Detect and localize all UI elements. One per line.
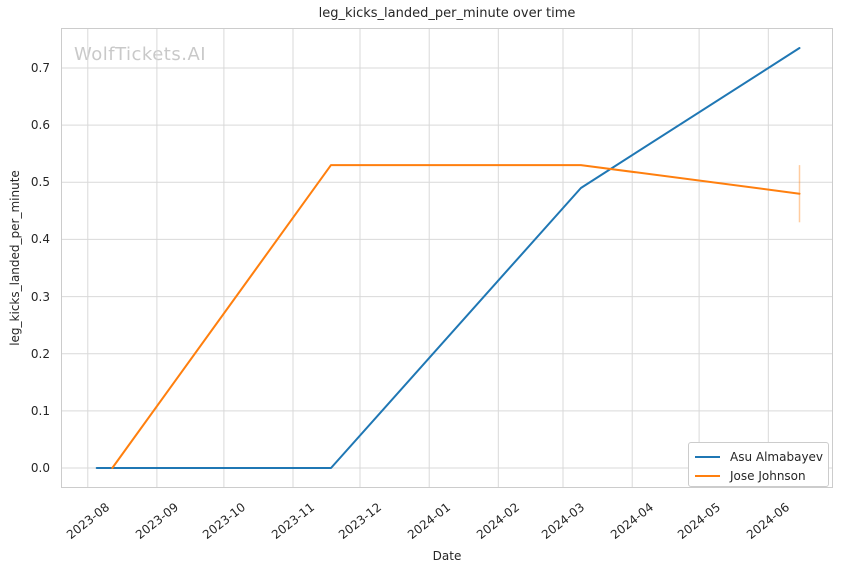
x-axis-label: Date	[432, 549, 462, 563]
legend-item-asu-almabayev: Asu Almabayev	[695, 447, 828, 466]
legend-label-jose-johnson: Jose Johnson	[730, 468, 806, 483]
y-tick-label: 0.7	[30, 61, 50, 75]
y-tick-label: 0.6	[30, 118, 50, 133]
y-tick-label: 0.3	[30, 289, 50, 304]
y-tick-label: 0.4	[30, 232, 50, 247]
legend-line-swatch-blue	[695, 455, 720, 458]
watermark: WolfTickets.AI	[74, 44, 207, 65]
y-tick-label: 0.2	[30, 346, 50, 361]
chart-title: leg_kicks_landed_per_minute over time	[318, 6, 576, 21]
legend-item-jose-johnson: Jose Johnson	[695, 466, 828, 485]
y-tick-label: 0.1	[30, 403, 50, 418]
legend-line-swatch-orange	[695, 474, 720, 477]
legend: Asu Almabayev Jose Johnson	[688, 442, 829, 487]
y-tick-label: 0.5	[30, 175, 50, 190]
legend-label-asu-almabayev: Asu Almabayev	[730, 449, 824, 464]
y-tick-label: 0.0	[30, 461, 50, 475]
